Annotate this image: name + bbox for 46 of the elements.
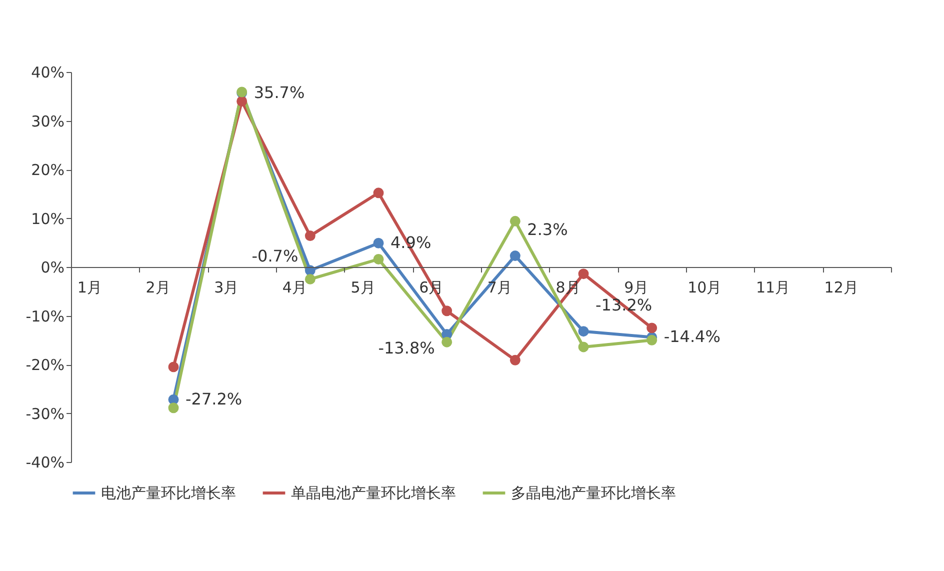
- x-tick-label: 4月: [282, 278, 307, 296]
- data-label: -27.2%: [186, 390, 242, 409]
- point: [646, 334, 658, 346]
- y-tick-label: -10%: [26, 307, 64, 326]
- point: [442, 336, 452, 348]
- point: [510, 216, 520, 226]
- point: [510, 354, 520, 366]
- data-label: -0.7%: [252, 246, 298, 266]
- y-tick-label: 0%: [40, 258, 64, 276]
- y-tick-label: 20%: [31, 161, 64, 179]
- point: [373, 254, 384, 264]
- point: [646, 322, 658, 334]
- point: [168, 402, 179, 414]
- x-tick-label: 3月: [214, 278, 239, 296]
- point: [304, 274, 316, 284]
- point: [510, 250, 520, 262]
- y-tick-label: -20%: [26, 356, 64, 374]
- x-tick-label: 10月: [688, 278, 722, 296]
- legend-label: 多晶电池产量环比增长率: [511, 484, 676, 502]
- x-tick-label: 7月: [487, 278, 512, 296]
- y-tick-label: 30%: [31, 112, 64, 130]
- point: [236, 96, 248, 106]
- legend-label: 单晶电池产量环比增长率: [291, 484, 456, 502]
- y-tick-label: 10%: [31, 210, 64, 228]
- point: [578, 342, 589, 352]
- point: [373, 188, 384, 198]
- point: [168, 362, 179, 372]
- data-label: -14.4%: [664, 327, 720, 346]
- x-tick-label: 5月: [350, 278, 376, 296]
- x-tick-label: 2月: [146, 278, 170, 296]
- y-tick-label: -40%: [26, 454, 64, 472]
- x-tick-label: 11月: [756, 278, 790, 296]
- data-label: -13.8%: [378, 338, 435, 358]
- data-label: 35.7%: [254, 82, 305, 102]
- point: [304, 230, 316, 242]
- y-tick-label: -30%: [26, 404, 64, 423]
- point: [578, 268, 589, 280]
- y-tick-label: 40%: [31, 64, 64, 82]
- point: [373, 238, 384, 248]
- x-tick-label: 12月: [824, 278, 858, 296]
- point: [442, 306, 452, 316]
- x-tick-label: 1月: [77, 278, 102, 296]
- legend-label: 电池产量环比增长率: [101, 484, 236, 502]
- data-label: 2.3%: [527, 220, 568, 239]
- point: [578, 326, 589, 337]
- x-tick-label: 9月: [624, 278, 649, 296]
